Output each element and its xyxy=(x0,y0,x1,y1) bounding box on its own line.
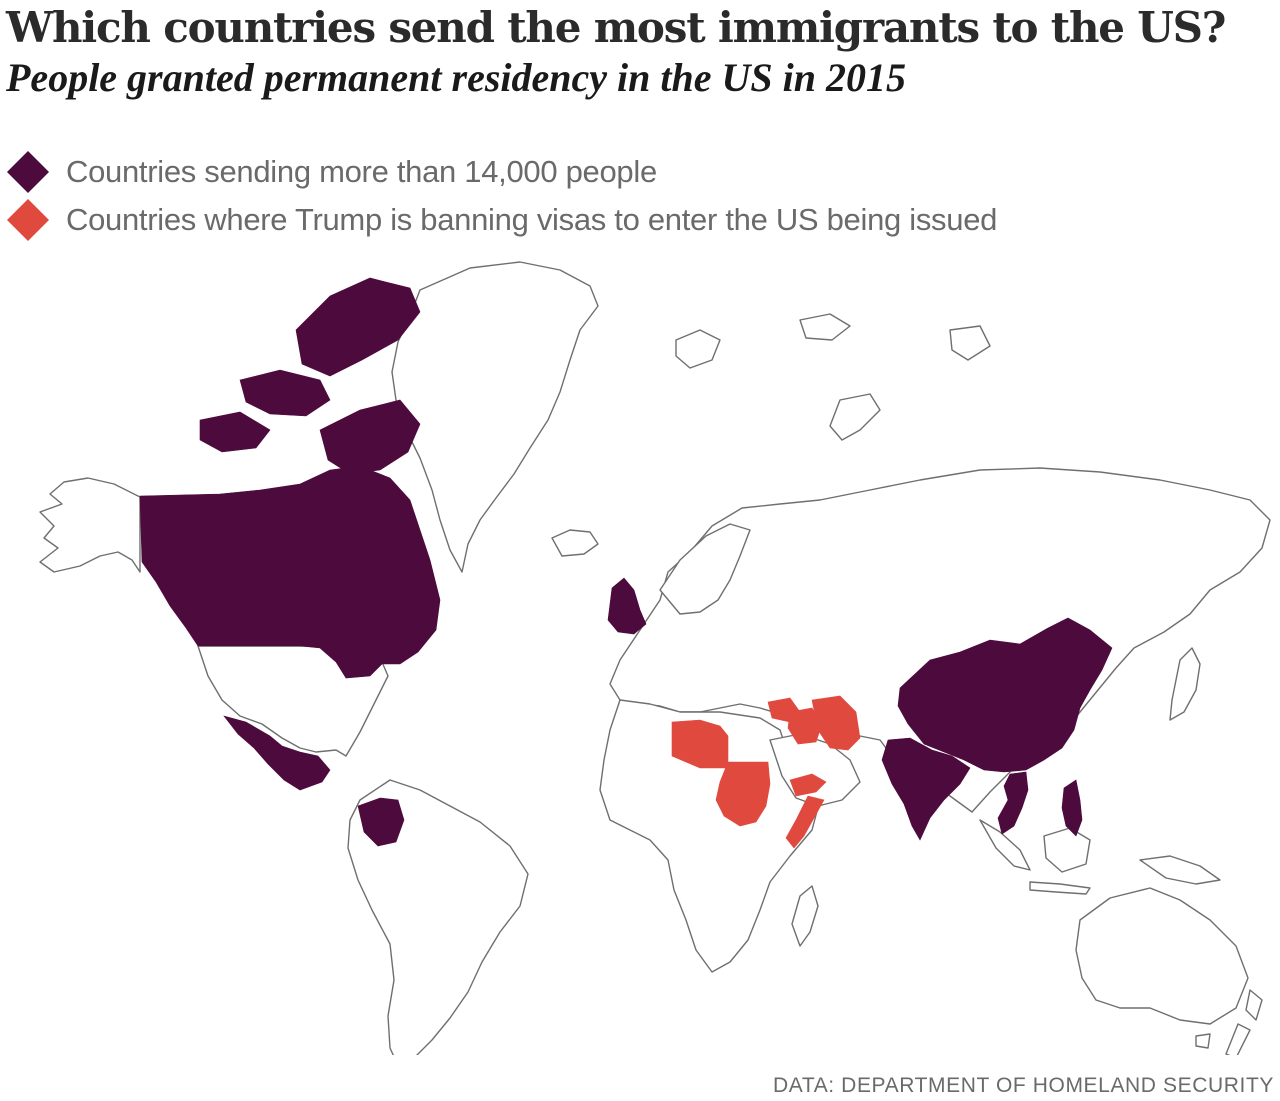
country-canada-arctic-islands-3 xyxy=(199,411,271,453)
land-japan xyxy=(1169,647,1201,721)
country-canada xyxy=(139,465,441,679)
land-java xyxy=(1029,881,1091,895)
land-new-zealand-north xyxy=(1245,989,1263,1021)
country-united-kingdom xyxy=(607,577,647,635)
data-source-note: DATA: DEPARTMENT OF HOMELAND SECURITY xyxy=(773,1074,1274,1097)
land-new-guinea xyxy=(1139,855,1221,885)
land-svalbard xyxy=(675,329,721,369)
top-senders-layer xyxy=(139,277,1113,847)
land-borneo xyxy=(1043,827,1091,873)
land-greenland xyxy=(391,261,599,573)
land-alaska xyxy=(39,477,141,573)
world-map xyxy=(39,261,1271,1055)
country-iraq xyxy=(787,707,823,745)
chart-title: Which countries send the most immigrants… xyxy=(6,3,1226,52)
land-sumatra xyxy=(979,819,1031,871)
country-india xyxy=(881,737,971,841)
land-franz-josef xyxy=(799,313,851,341)
country-sudan xyxy=(715,761,771,827)
land-united-states xyxy=(197,645,389,757)
country-canada-arctic-islands-2 xyxy=(295,277,421,377)
diamond-swatch-icon xyxy=(7,151,49,193)
country-mexico xyxy=(223,715,331,791)
visa-ban-layer xyxy=(671,695,861,849)
legend-swatch-visa-ban xyxy=(7,199,49,241)
land-new-zealand-south xyxy=(1225,1023,1251,1055)
land-madagascar xyxy=(791,885,819,947)
legend-label-top-senders: Countries sending more than 14,000 peopl… xyxy=(66,154,657,189)
country-canada-arctic-islands-1 xyxy=(239,369,331,417)
country-libya xyxy=(671,719,729,769)
country-yemen xyxy=(789,773,827,797)
land-iceland xyxy=(551,529,599,557)
legend-swatch-top-senders xyxy=(7,151,49,193)
land-eurasia xyxy=(609,467,1271,813)
country-iran xyxy=(811,695,861,751)
diamond-swatch-icon xyxy=(7,199,49,241)
chart-subtitle: People granted permanent residency in th… xyxy=(6,55,906,100)
land-tasmania xyxy=(1195,1033,1211,1049)
country-vietnam xyxy=(997,771,1029,835)
country-philippines xyxy=(1061,779,1083,837)
country-somalia xyxy=(785,795,825,849)
country-colombia xyxy=(357,797,405,847)
land-novaya-zemlya xyxy=(829,393,881,441)
land-scandinavia xyxy=(659,523,751,615)
land-australia xyxy=(1075,887,1249,1025)
legend-label-visa-ban: Countries where Trump is banning visas t… xyxy=(66,202,998,237)
legend-item-visa-ban: Countries where Trump is banning visas t… xyxy=(6,198,997,242)
country-canada-baffin xyxy=(319,399,421,475)
country-china xyxy=(897,617,1113,773)
legend-item-top-senders: Countries sending more than 14,000 peopl… xyxy=(6,150,657,194)
land-severnaya-zemlya xyxy=(949,325,991,361)
land-south-america xyxy=(347,779,529,1055)
